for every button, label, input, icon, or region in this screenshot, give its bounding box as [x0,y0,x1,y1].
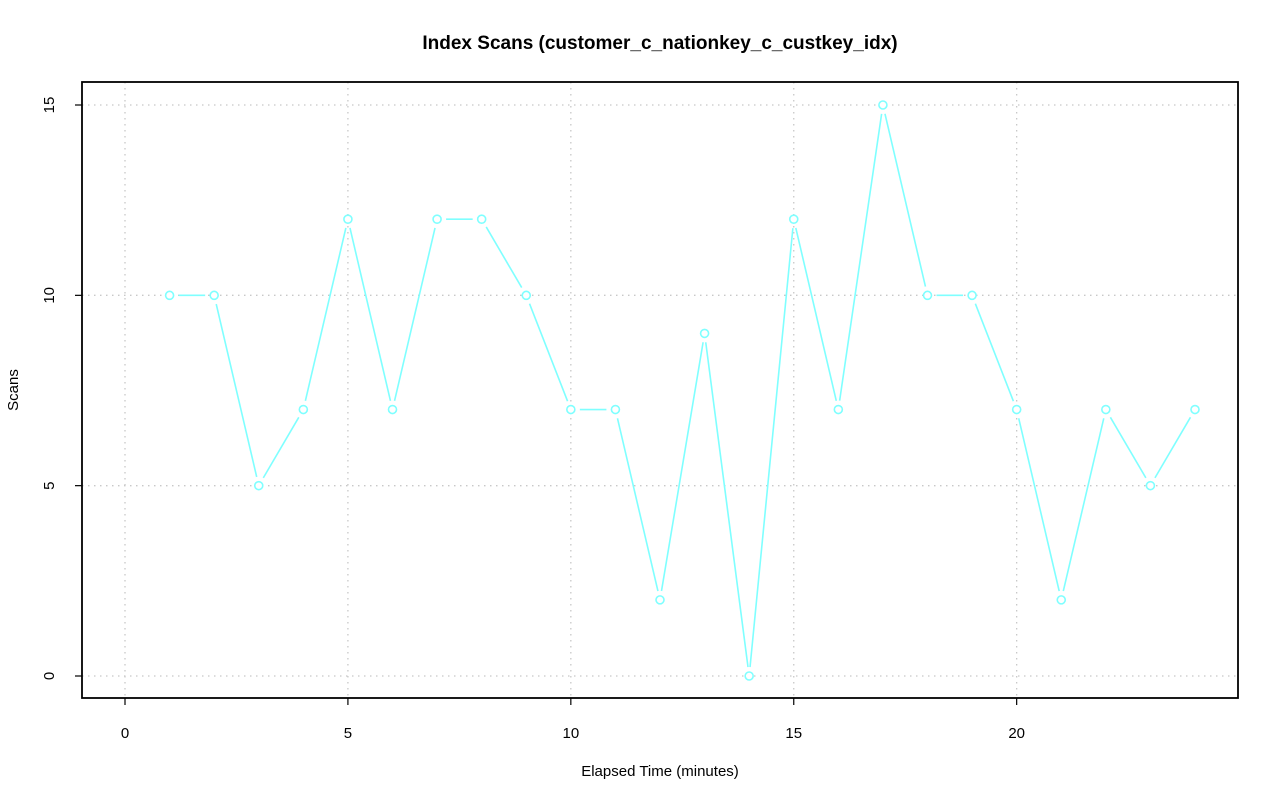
data-point [922,290,933,301]
data-point [521,290,532,301]
data-point [744,671,754,681]
data-point [253,480,264,491]
series-line-segment [660,342,704,592]
series-line-segment [1017,418,1060,592]
series-line-segment [1154,416,1192,479]
y-tick-label: 10 [41,287,58,304]
data-point [164,290,175,301]
y-axis-label: Scans [5,369,22,411]
data-point [878,100,888,110]
series-line-segment [795,227,838,401]
series-line-segment [262,416,300,479]
data-point [1101,404,1111,415]
data-point [476,214,487,224]
data-point [343,214,353,224]
x-tick-label: 0 [121,725,129,742]
x-tick-label: 15 [785,725,802,742]
series-line-segment [974,303,1015,402]
y-tick-label: 15 [41,97,58,114]
plot-frame [81,81,1239,699]
data-point [655,595,665,605]
series-line-segment [616,418,659,592]
series-line-segment [1062,418,1105,592]
series-line-segment [884,113,927,287]
series-line-segment [304,227,347,401]
x-tick-label: 10 [562,725,579,742]
data-point [298,404,309,415]
data-point [699,328,710,339]
series-line-segment [749,228,794,668]
data-point [1011,404,1022,415]
x-axis-label: Elapsed Time (minutes) [581,763,739,780]
data-point [967,290,977,301]
series-layer [164,100,1200,681]
data-point [1056,595,1067,605]
grid-lines [82,82,1238,698]
data-point [387,404,398,415]
data-point [1145,480,1156,491]
series-line-segment [838,113,883,401]
chart-title: Index Scans (customer_c_nationkey_c_cust… [422,33,897,54]
data-point [566,404,576,415]
x-tick-label: 20 [1008,725,1025,742]
y-tick-label: 0 [41,672,58,680]
series-line-segment [393,227,436,401]
data-point [610,404,621,415]
data-point [788,214,799,224]
data-point [209,290,219,301]
series-line-segment [1109,416,1147,479]
data-point [1190,404,1200,415]
data-point [432,214,442,224]
series-line-segment [704,342,749,668]
x-tick-label: 5 [344,725,352,742]
series-line-segment [528,303,569,402]
data-point [833,404,844,415]
series-line-segment [349,227,392,401]
series-line-segment [485,226,523,288]
axes: 0 5 10 15 20 0 5 10 15 [41,97,1025,742]
series-line-segment [215,303,258,478]
y-tick-label: 5 [41,481,58,489]
